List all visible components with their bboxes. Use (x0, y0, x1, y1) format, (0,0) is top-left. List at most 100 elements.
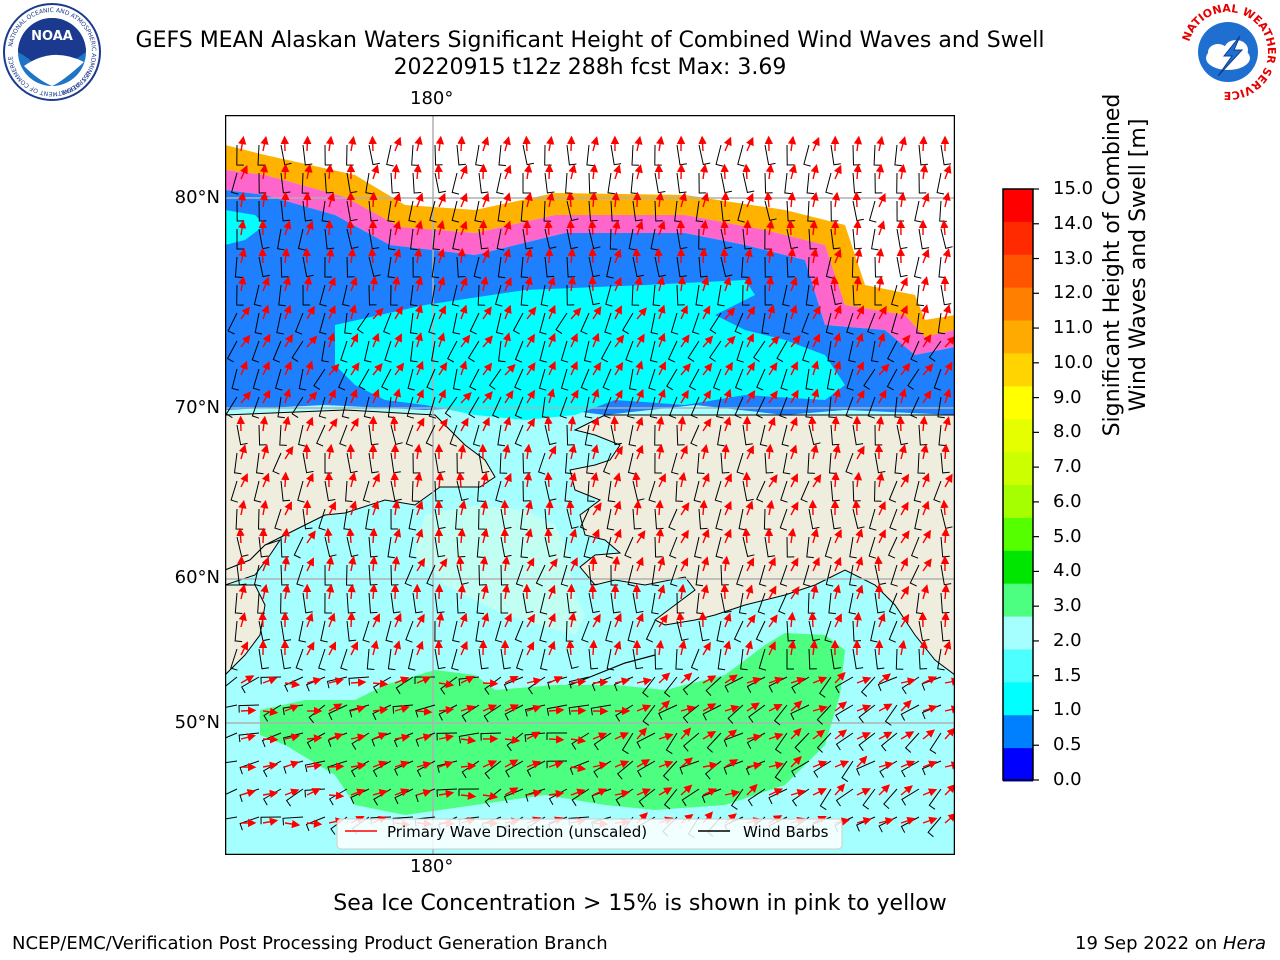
wind-barb (868, 508, 877, 531)
wave-direction-arrow (303, 135, 312, 152)
wave-direction-arrow (524, 248, 533, 264)
wind-barb (786, 536, 795, 558)
wave-direction-arrow (920, 276, 929, 292)
wave-direction-arrow (878, 305, 887, 320)
wave-direction-arrow (566, 191, 575, 208)
wave-direction-arrow (875, 275, 885, 292)
wave-direction-arrow (238, 612, 247, 628)
wind-barb (756, 368, 766, 391)
wind-barb (764, 452, 774, 474)
wave-direction-arrow (284, 446, 294, 460)
wave-direction-arrow (746, 361, 755, 376)
wave-direction-arrow (371, 164, 380, 180)
wave-direction-arrow (394, 676, 410, 685)
wave-band-3-4 (260, 633, 845, 815)
wave-direction-arrow (284, 501, 292, 516)
wave-direction-arrow (656, 443, 665, 460)
wave-direction-arrow (856, 755, 868, 768)
wind-barb (852, 424, 864, 446)
wave-direction-arrow (240, 675, 255, 684)
wave-direction-arrow (658, 614, 668, 628)
wave-direction-arrow (526, 641, 535, 656)
wind-barb (676, 284, 685, 306)
wind-barb (452, 620, 460, 643)
wave-direction-arrow (896, 415, 905, 432)
wave-direction-arrow (592, 361, 602, 376)
wind-barb (280, 480, 291, 502)
colorbar-band (1003, 320, 1033, 354)
wind-barb (276, 312, 284, 335)
wave-direction-arrow (482, 362, 493, 376)
wind-barb (324, 480, 336, 502)
wave-direction-arrow (764, 191, 773, 208)
wave-direction-arrow (504, 675, 519, 684)
wave-direction-arrow (438, 760, 454, 769)
wave-direction-arrow (680, 445, 688, 460)
wind-barb (802, 564, 811, 587)
wind-barb (588, 592, 600, 614)
wave-direction-arrow (654, 247, 663, 264)
wave-direction-arrow (350, 705, 366, 714)
wind-barb (910, 536, 920, 559)
wind-barb (901, 788, 920, 806)
wind-barb (606, 508, 615, 531)
wind-barb (494, 284, 503, 307)
wave-direction-arrow (416, 389, 424, 404)
chart-subtitle: 20220915 t12z 288h fcst Max: 3.69 (393, 55, 787, 80)
colorbar-band (1003, 386, 1033, 420)
svg-text:NOAA: NOAA (31, 29, 73, 44)
colorbar-band (1003, 649, 1033, 683)
wave-direction-arrow (413, 163, 422, 180)
wave-direction-arrow (613, 248, 622, 264)
wind-barb (468, 396, 480, 419)
wave-direction-arrow (526, 704, 542, 713)
wind-barb (302, 452, 314, 474)
wave-direction-arrow (790, 727, 802, 740)
wave-direction-arrow (392, 388, 402, 404)
wave-direction-arrow (237, 555, 246, 572)
colorbar-tick-label: 9.0 (1053, 386, 1082, 408)
wave-direction-arrow (566, 639, 575, 656)
wave-direction-arrow (900, 699, 912, 712)
wind-barb (636, 732, 656, 749)
wave-direction-arrow (236, 527, 245, 544)
wind-barb (717, 648, 726, 671)
wave-direction-arrow (702, 335, 714, 348)
wind-barb (682, 732, 700, 752)
wave-direction-arrow (524, 192, 533, 208)
wind-barb (451, 200, 460, 223)
wave-direction-arrow (347, 247, 357, 264)
wave-direction-arrow (281, 247, 291, 264)
wave-direction-arrow (526, 389, 536, 404)
wave-direction-arrow (790, 586, 800, 600)
wave-direction-arrow (898, 444, 907, 460)
wave-direction-arrow (853, 219, 862, 236)
wind-barb (426, 564, 436, 587)
wave-direction-arrow (328, 641, 337, 656)
wave-direction-arrow (480, 584, 489, 600)
wind-barb (867, 312, 876, 335)
wind-barb (651, 592, 659, 615)
wave-direction-arrow (744, 248, 753, 264)
wave-direction-arrow (700, 584, 709, 600)
wind-barb (742, 284, 750, 306)
wave-direction-arrow (812, 704, 828, 714)
wind-barb (348, 676, 370, 686)
wind-barb (716, 620, 724, 643)
wind-barb (498, 340, 506, 363)
wind-barb (712, 368, 722, 391)
wind-barb (904, 732, 920, 753)
wave-direction-arrow (590, 136, 599, 152)
wave-direction-arrow (833, 332, 842, 348)
wave-direction-arrow (810, 443, 819, 460)
wave-direction-arrow (438, 789, 455, 798)
wave-direction-arrow (636, 677, 652, 686)
wind-barb (583, 340, 592, 363)
wind-barb (695, 564, 704, 587)
wave-direction-arrow (456, 555, 465, 572)
wind-barb (627, 396, 635, 419)
wave-direction-layer (236, 135, 955, 829)
wave-direction-arrow (459, 612, 468, 628)
wave-direction-arrow (547, 640, 556, 656)
colorbar-band (1003, 517, 1033, 552)
